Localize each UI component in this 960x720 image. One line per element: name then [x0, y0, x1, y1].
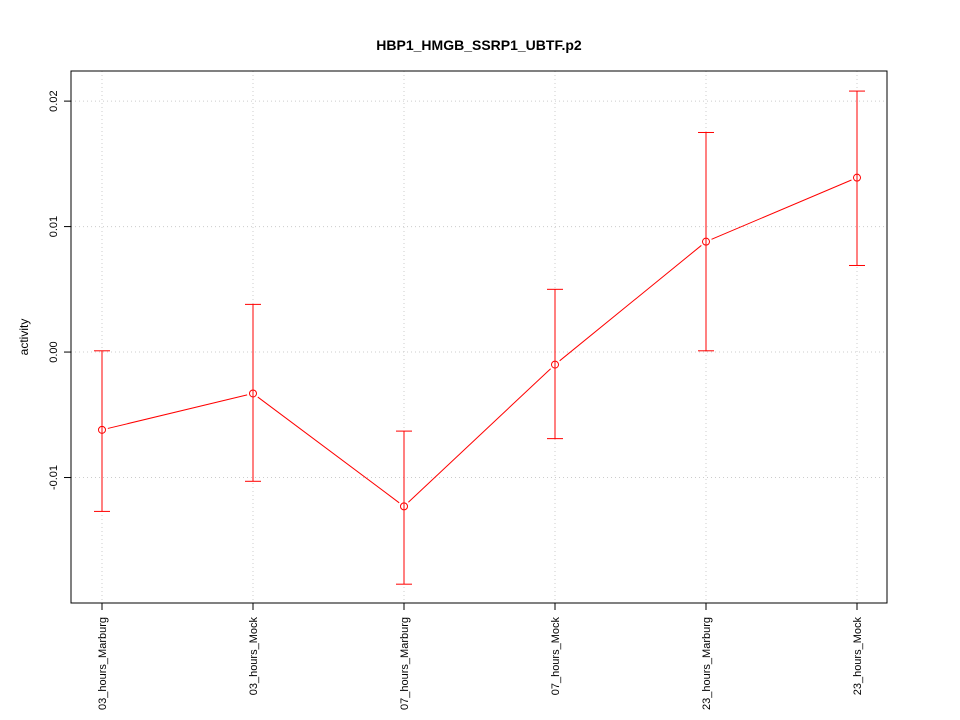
- data-point: [853, 173, 861, 182]
- series-line-segment: [257, 396, 400, 504]
- plot-frame: [70, 70, 888, 604]
- series-line-segment: [711, 179, 852, 240]
- x-tick-label: 07_hours_Mock: [550, 617, 562, 696]
- series-line-segment: [559, 245, 702, 362]
- x-tick-label: 03_hours_Mock: [248, 617, 260, 696]
- grid: [71, 71, 887, 603]
- series-line-segment: [107, 394, 248, 429]
- y-tick-label: 0.00: [48, 341, 60, 362]
- y-tick-label: 0.02: [48, 90, 60, 111]
- x-tick-label: 23_hours_Marburg: [701, 617, 713, 710]
- x-tick-label: 07_hours_Marburg: [399, 617, 411, 710]
- data-point: [98, 425, 106, 434]
- data-point: [400, 502, 408, 511]
- data-point: [249, 389, 257, 398]
- data-point: [702, 237, 710, 246]
- y-axis-label: activity: [17, 319, 31, 356]
- marks: [94, 90, 865, 585]
- chart-title: HBP1_HMGB_SSRP1_UBTF.p2: [376, 37, 582, 53]
- y-tick-label: -0.01: [48, 465, 60, 490]
- series-line-segment: [408, 368, 551, 503]
- axes: -0.01 0.00 0.01 0.02 03_hours_Marburg 03_hour…: [48, 90, 864, 710]
- x-tick-label: 23_hours_Mock: [852, 617, 864, 696]
- data-point: [551, 360, 559, 369]
- x-tick-label: 03_hours_Marburg: [97, 617, 109, 710]
- y-tick-label: 0.01: [48, 216, 60, 237]
